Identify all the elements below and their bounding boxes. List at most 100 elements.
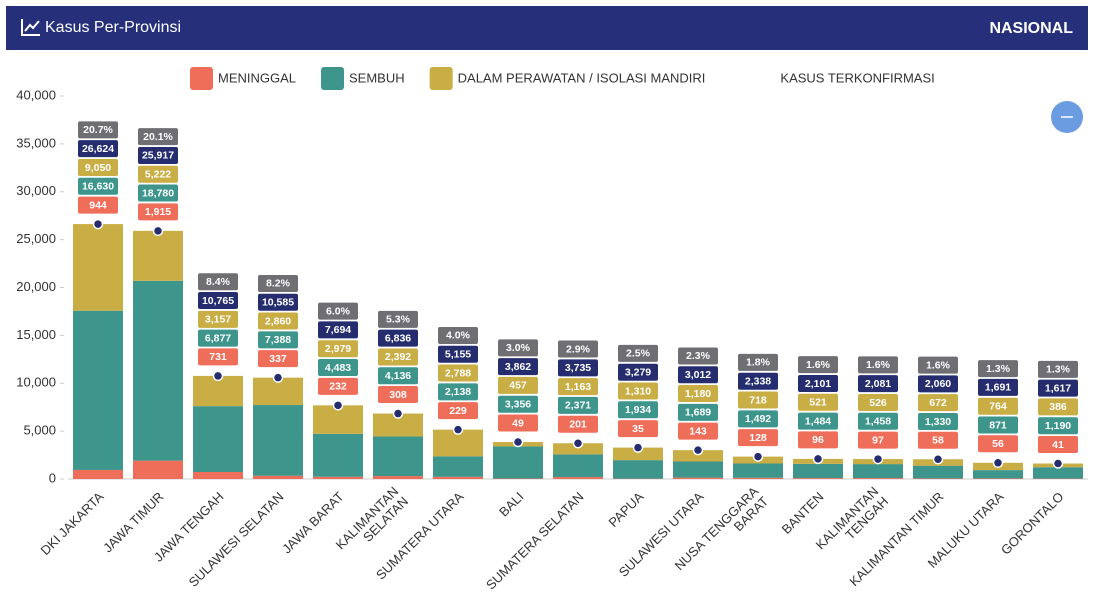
legend-label[interactable]: MENINGGAL xyxy=(218,70,296,85)
data-label: 2,371 xyxy=(565,400,591,412)
label-box xyxy=(798,393,838,411)
data-label: 2,138 xyxy=(445,386,471,398)
bar-segment xyxy=(553,443,603,455)
confirmed-dot xyxy=(992,457,1004,469)
label-box xyxy=(738,372,778,390)
label-box xyxy=(678,403,718,421)
y-tick-label: 20,000 xyxy=(16,279,56,294)
data-label: 2,788 xyxy=(445,367,471,379)
confirmed-dot xyxy=(452,424,464,435)
bar-segment xyxy=(673,477,723,479)
data-label: 1,458 xyxy=(865,416,891,428)
data-label: 2,860 xyxy=(265,315,291,327)
data-label: 1,180 xyxy=(685,388,711,400)
label-box xyxy=(1038,360,1078,378)
label-box xyxy=(1038,398,1078,416)
x-tick-label: PAPUA xyxy=(605,489,646,530)
label-box xyxy=(1038,417,1078,435)
data-label: 16,630 xyxy=(82,181,114,193)
confirmed-dot xyxy=(92,218,104,230)
bar-segment xyxy=(793,478,843,479)
scope-label[interactable]: NASIONAL xyxy=(989,20,1073,37)
label-box xyxy=(438,402,478,420)
label-box xyxy=(78,158,118,176)
label-box xyxy=(318,321,358,339)
data-label: 944 xyxy=(89,199,107,211)
bar-segment xyxy=(133,230,183,281)
data-label: 457 xyxy=(509,380,527,392)
label-box xyxy=(798,431,838,449)
label-box xyxy=(738,391,778,409)
bar-segment xyxy=(913,465,963,479)
bar-segment xyxy=(973,470,1023,479)
data-label: 1,310 xyxy=(625,385,651,397)
label-box xyxy=(918,375,958,393)
header-bar xyxy=(6,6,1088,50)
confirmed-dot xyxy=(332,400,344,411)
label-box xyxy=(258,293,298,311)
bar-segment xyxy=(133,460,183,479)
confirmed-dot xyxy=(392,408,404,419)
label-box xyxy=(258,350,298,368)
data-label: 128 xyxy=(749,432,767,444)
data-label: 97 xyxy=(872,434,884,446)
bar-segment xyxy=(253,475,303,479)
data-label: 10,765 xyxy=(202,295,234,307)
bar-segment xyxy=(553,477,603,479)
bar-segment xyxy=(193,406,243,473)
data-label: 1.6% xyxy=(926,359,951,371)
y-tick-label: 25,000 xyxy=(16,231,56,246)
data-label: 1.3% xyxy=(1046,364,1071,376)
data-label: 4.0% xyxy=(446,330,471,342)
data-label: 1,163 xyxy=(565,381,591,393)
label-box xyxy=(258,274,298,292)
data-label: 2.9% xyxy=(566,343,591,355)
chart-title: Kasus Per-Provinsi xyxy=(45,19,181,36)
label-box xyxy=(198,348,238,366)
data-label: 718 xyxy=(749,394,767,406)
label-box xyxy=(198,292,238,310)
bar-segment xyxy=(493,446,543,479)
y-tick-label: 15,000 xyxy=(16,327,56,342)
bar-segment xyxy=(73,469,123,479)
label-box xyxy=(498,376,538,394)
data-label: 201 xyxy=(569,419,587,431)
bar-segment xyxy=(673,461,723,478)
label-box xyxy=(858,431,898,449)
legend-label[interactable]: KASUS TERKONFIRMASI xyxy=(780,70,934,85)
data-label: 2.3% xyxy=(686,350,711,362)
data-label: 3,012 xyxy=(685,369,711,381)
legend-label[interactable]: SEMBUH xyxy=(349,70,405,85)
data-label: 35 xyxy=(632,423,644,435)
label-box xyxy=(678,422,718,440)
chart-icon xyxy=(21,19,40,36)
label-box xyxy=(378,329,418,347)
bar-segment xyxy=(433,476,483,479)
data-label: 1,915 xyxy=(145,206,171,218)
legend-swatch xyxy=(429,67,453,90)
label-box xyxy=(78,140,118,158)
label-box xyxy=(858,375,898,393)
label-box xyxy=(978,416,1018,434)
data-label: 56 xyxy=(992,438,1004,450)
label-box xyxy=(198,310,238,328)
legend-label[interactable]: DALAM PERAWATAN / ISOLASI MANDIRI xyxy=(458,70,706,85)
label-box xyxy=(378,386,418,404)
data-label: 731 xyxy=(209,351,227,363)
legend-swatch xyxy=(321,67,345,90)
confirmed-dot xyxy=(752,451,764,462)
x-tick-label: GORONTALO xyxy=(998,489,1067,558)
x-tick-label: DKI JAKARTA xyxy=(38,489,107,558)
label-box xyxy=(138,203,178,221)
data-label: 8.2% xyxy=(266,278,291,290)
data-label: 2,081 xyxy=(865,378,891,390)
data-label: 308 xyxy=(389,389,407,401)
y-tick-label: 35,000 xyxy=(16,135,56,150)
confirmed-dot xyxy=(932,454,944,465)
data-label: 1,617 xyxy=(1045,382,1071,394)
confirmed-dot xyxy=(872,453,884,465)
label-box xyxy=(618,420,658,438)
label-box xyxy=(618,363,658,381)
label-box xyxy=(618,344,658,362)
label-box xyxy=(498,339,538,357)
